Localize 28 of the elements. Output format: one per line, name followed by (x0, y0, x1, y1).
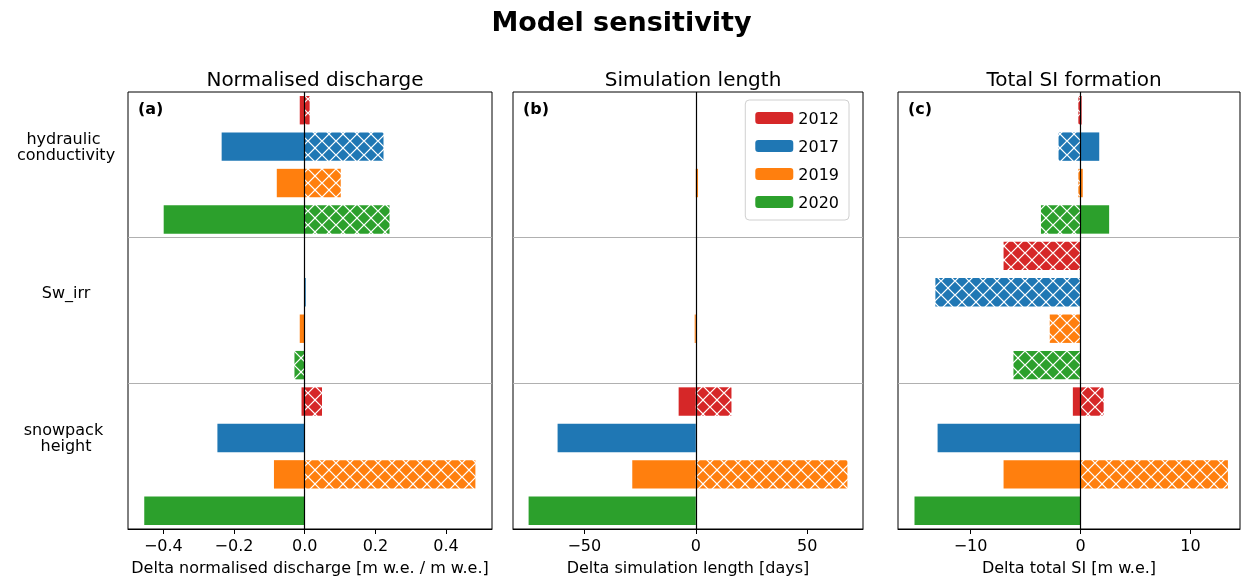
x-axis-title: Delta simulation length [days] (566, 557, 810, 577)
chart-title: Simulation length (604, 67, 782, 91)
x-tick-label: −0.2 (214, 535, 254, 555)
x-axis-title: Delta normalised discharge [m w.e. / m w.e.] (131, 557, 489, 577)
legend-label: 2012 (798, 108, 839, 128)
x-tick-label: −50 (567, 535, 602, 555)
y-tick-label: hydraulic conductivity (16, 129, 116, 165)
x-tick-label: 0.4 (433, 535, 459, 555)
x-tick-label: 0.2 (362, 535, 389, 555)
y-tick-label: snowpack height (23, 420, 109, 456)
chart-title: Normalised discharge (206, 67, 424, 91)
x-tick-label: 10 (1180, 535, 1201, 555)
text: Model sensitivity (490, 6, 753, 37)
x-axis-title: Delta total SI [m w.e.] (981, 557, 1157, 577)
x-tick-label: −10 (953, 535, 988, 555)
legend-label: 2019 (798, 164, 839, 184)
x-tick-label: −0.4 (143, 535, 183, 555)
annotation: (c) (908, 98, 933, 118)
legend-label: 2017 (798, 136, 839, 156)
annotation: (a) (138, 98, 164, 118)
x-tick-label: 0 (1075, 535, 1086, 555)
chart-title: Total SI formation (985, 67, 1162, 91)
y-tick-label: Sw_irr (41, 282, 91, 303)
legend-label: 2020 (798, 192, 839, 212)
x-tick-label: 0.0 (291, 535, 318, 555)
annotation: (b) (523, 98, 550, 118)
x-tick-label: 50 (797, 535, 818, 555)
x-tick-label: 0 (690, 535, 701, 555)
